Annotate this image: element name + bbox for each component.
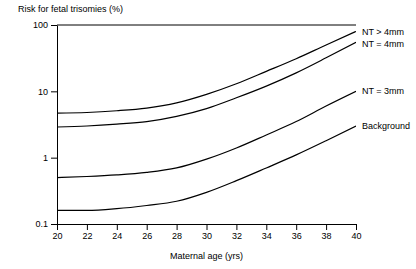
x-tick: 26 [142,224,152,241]
x-tick-mark [207,224,208,230]
y-axis-title: Risk for fetal trisomies (%) [18,4,123,14]
x-tick-label: 32 [232,231,242,241]
y-tick-label: 100 [33,20,48,30]
series-label: Background [362,121,410,131]
y-tick: 0.1 [35,219,57,229]
y-tick-mark [51,158,57,159]
y-tick-label: 10 [38,87,48,97]
x-tick: 36 [292,224,302,241]
x-tick-mark [296,224,297,230]
series-line [57,91,356,177]
x-tick-label: 34 [262,231,272,241]
x-tick: 24 [112,224,122,241]
x-tick-label: 24 [112,231,122,241]
x-tick: 38 [322,224,332,241]
x-tick-mark [87,224,88,230]
x-tick: 34 [262,224,272,241]
y-tick: 1 [43,153,57,163]
series-line [57,31,356,113]
x-tick-mark [236,224,237,230]
series-label: NT = 4mm [362,39,404,49]
y-tick-mark [51,25,57,26]
x-tick-mark [356,224,357,230]
x-tick-label: 36 [292,231,302,241]
x-tick: 20 [52,224,62,241]
x-axis: 20 22 24 26 28 30 32 34 36 38 40 [52,224,361,241]
x-tick: 32 [232,224,242,241]
series-label: NT > 4mm [362,27,404,37]
y-axis: 0.1 1 10 100 [33,20,58,229]
y-tick-label: 0.1 [35,219,48,229]
x-tick-label: 30 [202,231,212,241]
x-tick: 22 [82,224,92,241]
x-tick-label: 28 [172,231,182,241]
x-tick: 40 [351,224,361,241]
y-tick-mark [51,224,57,225]
x-tick-mark [57,224,58,230]
x-tick-mark [117,224,118,230]
x-tick-label: 26 [142,231,152,241]
y-tick-mark [51,91,57,92]
x-tick-mark [177,224,178,230]
frame-top [57,25,356,26]
x-tick-mark [326,224,327,230]
x-tick-mark [266,224,267,230]
x-tick: 28 [172,224,182,241]
x-tick-label: 40 [351,231,361,241]
x-tick-label: 22 [82,231,92,241]
x-tick-label: 38 [322,231,332,241]
lines [57,31,356,210]
x-tick-label: 20 [52,231,62,241]
y-axis-line [57,26,58,225]
y-tick-label: 1 [43,153,48,163]
x-tick-mark [147,224,148,230]
chart: 20222426283032343638400.1110100NT > 4mmN… [0,0,416,269]
x-tick: 30 [202,224,212,241]
y-tick: 100 [33,20,57,30]
series-label: NT = 3mm [362,86,404,96]
series-line [57,126,356,210]
x-axis-title: Maternal age (yrs) [170,251,243,261]
y-tick: 10 [38,87,57,97]
series-labels: NT > 4mm NT = 4mm NT = 3mm Background [362,27,410,132]
